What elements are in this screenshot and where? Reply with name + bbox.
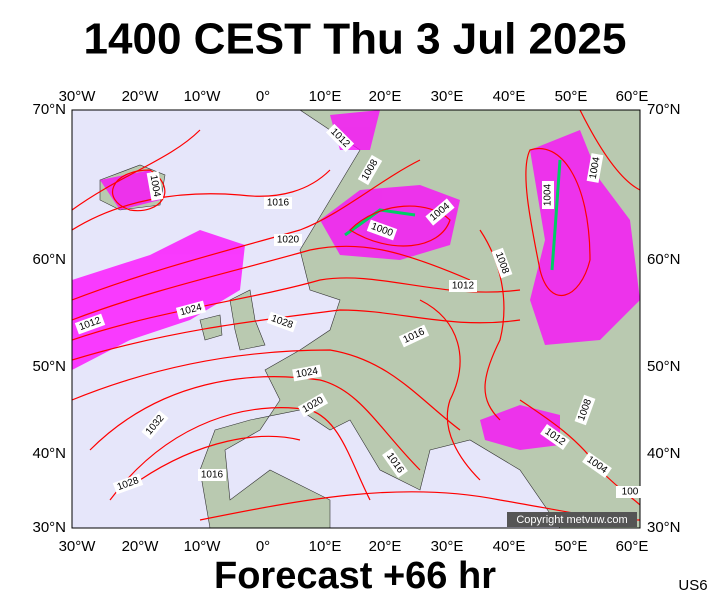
forecast-label: Forecast +66 hr [214,555,496,597]
isobar-label-group: 1016 [198,469,226,481]
isobar-label-box [325,123,355,153]
isobar-label-box [264,197,292,209]
lat-label: 70°N [647,101,681,118]
lat-label: 50°N [32,358,66,375]
isobar-label-box [398,324,430,348]
lon-label: 60°E [616,538,649,555]
isobar-label-group: 1004 [542,181,554,209]
isobar-label-group: 100 [616,486,644,498]
lon-label: 10°E [309,88,342,105]
lon-label: 30°E [431,88,464,105]
lat-label: 60°N [647,251,681,268]
lon-label: 30°W [59,88,97,105]
isobar-label-box [586,153,604,183]
isobar-label: 100 [622,487,639,498]
lon-label: 30°W [59,538,97,555]
isobar-label-box [366,219,398,241]
lat-label: 30°N [32,519,66,536]
lon-label: 10°E [309,538,342,555]
isobar-label: 1016 [201,470,224,481]
lon-label: 10°W [184,88,222,105]
isobar-label-box [274,234,302,246]
isobar-label: 1004 [148,174,163,198]
lon-label: 20°W [122,88,160,105]
isobar-label: 1016 [267,198,290,209]
lon-label: 50°E [555,538,588,555]
isobar-label-box [382,448,408,478]
isobar-label-group: 1004 [146,171,164,201]
isobar-label-group: 1024 [175,300,207,320]
isobar-label-box [175,300,207,320]
isobar-label-group: 1016 [264,197,292,209]
isobar-label-group: 1012 [449,280,477,292]
lon-label: 40°E [493,538,526,555]
isobar-label-box [292,364,322,382]
lon-label: 0° [256,88,270,105]
isobar-label-box [542,181,554,209]
lon-label: 20°W [122,538,160,555]
isobar-label-box [574,394,596,426]
isobar-label-box [449,280,477,292]
isobar-label: 1024 [295,366,319,381]
isobar-label-group: 1024 [292,364,322,382]
isobar-label-box [266,311,298,333]
isobar-label-box [357,154,383,186]
isobar-label-box [141,410,169,440]
lat-label: 60°N [32,251,66,268]
isobar-label-group: 1020 [274,234,302,246]
lon-label: 60°E [616,88,649,105]
lon-label: 50°E [555,88,588,105]
lon-label: 20°E [369,88,402,105]
isobar-label-box [425,198,455,226]
isobar-label-box [582,452,612,478]
isobar-label-box [112,473,144,495]
lon-label: 30°E [431,538,464,555]
isobar-label-box [616,486,644,498]
lat-label: 40°N [32,445,66,462]
lat-label: 70°N [32,101,66,118]
isobar-label: 1004 [543,183,554,206]
lon-label: 20°E [369,538,402,555]
isobar-label: 1012 [452,281,475,292]
isobar-label-box [540,424,570,450]
isobar-label: 1020 [277,235,300,246]
isobar-label: 1004 [588,156,603,180]
isobar-label-box [198,469,226,481]
copyright: Copyright metvuw.com [516,514,627,526]
isobar-label-group: 1004 [586,153,604,183]
lon-label: 40°E [493,88,526,105]
lon-label: 10°W [184,538,222,555]
isobar-label-box [146,171,164,201]
title: 1400 CEST Thu 3 Jul 2025 [84,15,627,64]
heavy-precip [344,159,562,271]
lat-label: 40°N [647,445,681,462]
map-area [72,110,640,528]
map-frame [71,109,641,529]
isobar-label-box [491,247,513,279]
isobar-label-box [74,313,106,335]
lon-label: 0° [256,538,270,555]
map-code: US6 [678,577,707,594]
lat-label: 50°N [647,358,681,375]
lat-label: 30°N [647,519,681,536]
copyright-box [507,512,637,527]
isobar-label-box [297,392,329,418]
